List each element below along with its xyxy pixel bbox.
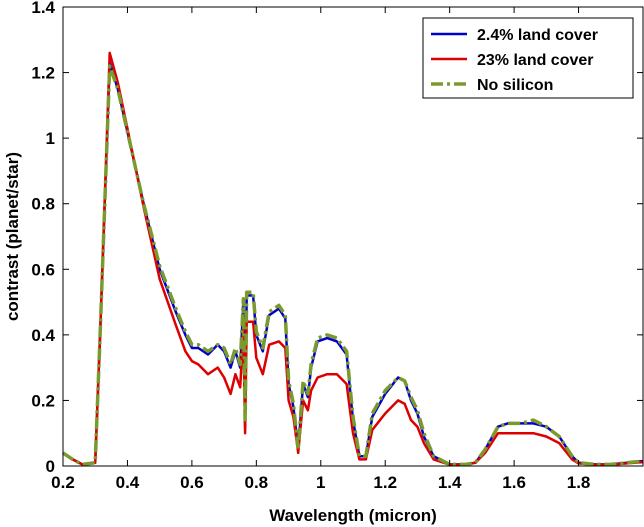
x-tick-label: 0.4: [116, 473, 140, 492]
x-tick-label: 0.6: [180, 473, 204, 492]
legend-items: 2.4% land cover 23% land cover No silicon: [431, 27, 598, 94]
x-tick-label: 1: [316, 473, 325, 492]
y-axis-label: contrast (planet/star): [3, 152, 22, 321]
x-tick-label: 1.2: [373, 473, 397, 492]
series-line-2: [62, 51, 644, 466]
x-tick-label: 1.4: [438, 473, 462, 492]
tick-layer: 0.2 0.4 0.6 0.8 1 1.2 1.4 1.6 1.800.20.40.60.811…: [31, 0, 643, 492]
plot-frame: [62, 6, 644, 467]
y-tick-label: 1: [46, 129, 55, 148]
legend: 2.4% land cover 23% land cover No silicon: [422, 17, 634, 99]
y-tick-label: 0.2: [31, 391, 55, 410]
series-layer: [62, 51, 644, 467]
x-tick-label: 0.8: [245, 473, 269, 492]
y-tick-label: 0.8: [31, 195, 55, 214]
legend-label-1: 2.4% land cover: [477, 27, 598, 44]
y-tick-label: 1.4: [31, 0, 55, 17]
legend-label-3: No silicon: [477, 77, 553, 94]
y-tick-label: 0.4: [31, 326, 55, 345]
x-tick-label: 1.8: [567, 473, 591, 492]
x-tick-label: 0.2: [51, 473, 75, 492]
x-axis-label: Wavelength (micron): [269, 506, 437, 525]
legend-label-2: 23% land cover: [477, 52, 594, 69]
y-tick-label: 0: [46, 457, 55, 476]
y-tick-label: 0.6: [31, 260, 55, 279]
x-tick-label: 1.6: [502, 473, 526, 492]
series-line-3: [62, 64, 644, 467]
y-tick-label: 1.2: [31, 64, 55, 83]
series-line-1: [62, 61, 644, 466]
